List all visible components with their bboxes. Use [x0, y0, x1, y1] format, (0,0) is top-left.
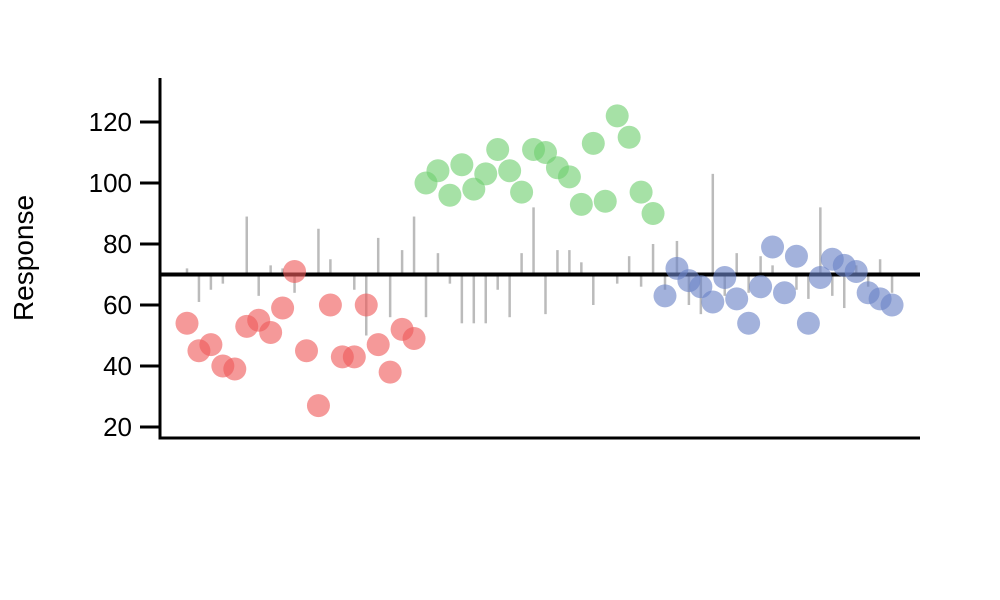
- point-group2-36: [593, 189, 617, 213]
- point-group1-18: [378, 360, 402, 384]
- point-group3-47: [725, 287, 749, 311]
- point-group2-24: [450, 153, 474, 177]
- point-group3-53: [796, 311, 820, 335]
- point-group2-27: [486, 137, 510, 161]
- point-group2-22: [426, 159, 450, 183]
- axes-layer: 20 40 60 80 100 120: [89, 78, 920, 442]
- y-tick-label-80: 80: [103, 229, 132, 259]
- point-group2-40: [641, 202, 665, 225]
- y-tick-label-120: 120: [89, 107, 132, 137]
- point-group3-48: [737, 311, 761, 335]
- point-group2-35: [581, 131, 605, 155]
- point-group1-17: [366, 333, 390, 357]
- point-group1-3: [199, 333, 223, 357]
- point-group2-29: [510, 180, 534, 204]
- point-group2-28: [498, 159, 522, 183]
- point-group1-11: [295, 339, 318, 363]
- y-tick-label-40: 40: [103, 351, 132, 381]
- point-group2-33: [557, 165, 581, 189]
- y-axis-title: Response: [8, 195, 39, 321]
- point-group1-15: [342, 345, 366, 369]
- points-layer: [175, 104, 904, 418]
- point-group3-57: [844, 259, 868, 283]
- point-group2-37: [605, 104, 629, 128]
- point-group2-39: [629, 180, 653, 204]
- point-group2-26: [474, 162, 498, 186]
- point-group2-38: [617, 125, 641, 149]
- point-group3-52: [784, 244, 808, 268]
- point-group2-23: [438, 183, 462, 207]
- point-group1-8: [259, 320, 283, 344]
- point-group3-45: [701, 290, 725, 314]
- point-group3-49: [749, 275, 773, 299]
- y-ticks: 20 40 60 80 100 120: [89, 107, 160, 442]
- point-group1-20: [402, 327, 426, 351]
- point-group1-13: [318, 293, 342, 317]
- point-group1-1: [175, 311, 199, 335]
- point-group3-41: [653, 284, 677, 308]
- point-group2-34: [569, 192, 593, 216]
- point-group3-51: [773, 281, 796, 305]
- point-group1-5: [223, 357, 247, 381]
- point-group3-60: [880, 293, 904, 317]
- point-group1-16: [354, 293, 378, 317]
- point-group3-54: [808, 266, 832, 290]
- point-group1-12: [306, 394, 330, 418]
- point-group1-9: [271, 296, 295, 320]
- y-tick-label-20: 20: [103, 412, 132, 442]
- point-group3-46: [713, 266, 737, 290]
- y-tick-label-60: 60: [103, 290, 132, 320]
- point-group1-10: [283, 259, 307, 283]
- y-tick-label-100: 100: [89, 168, 132, 198]
- point-group3-50: [761, 235, 785, 259]
